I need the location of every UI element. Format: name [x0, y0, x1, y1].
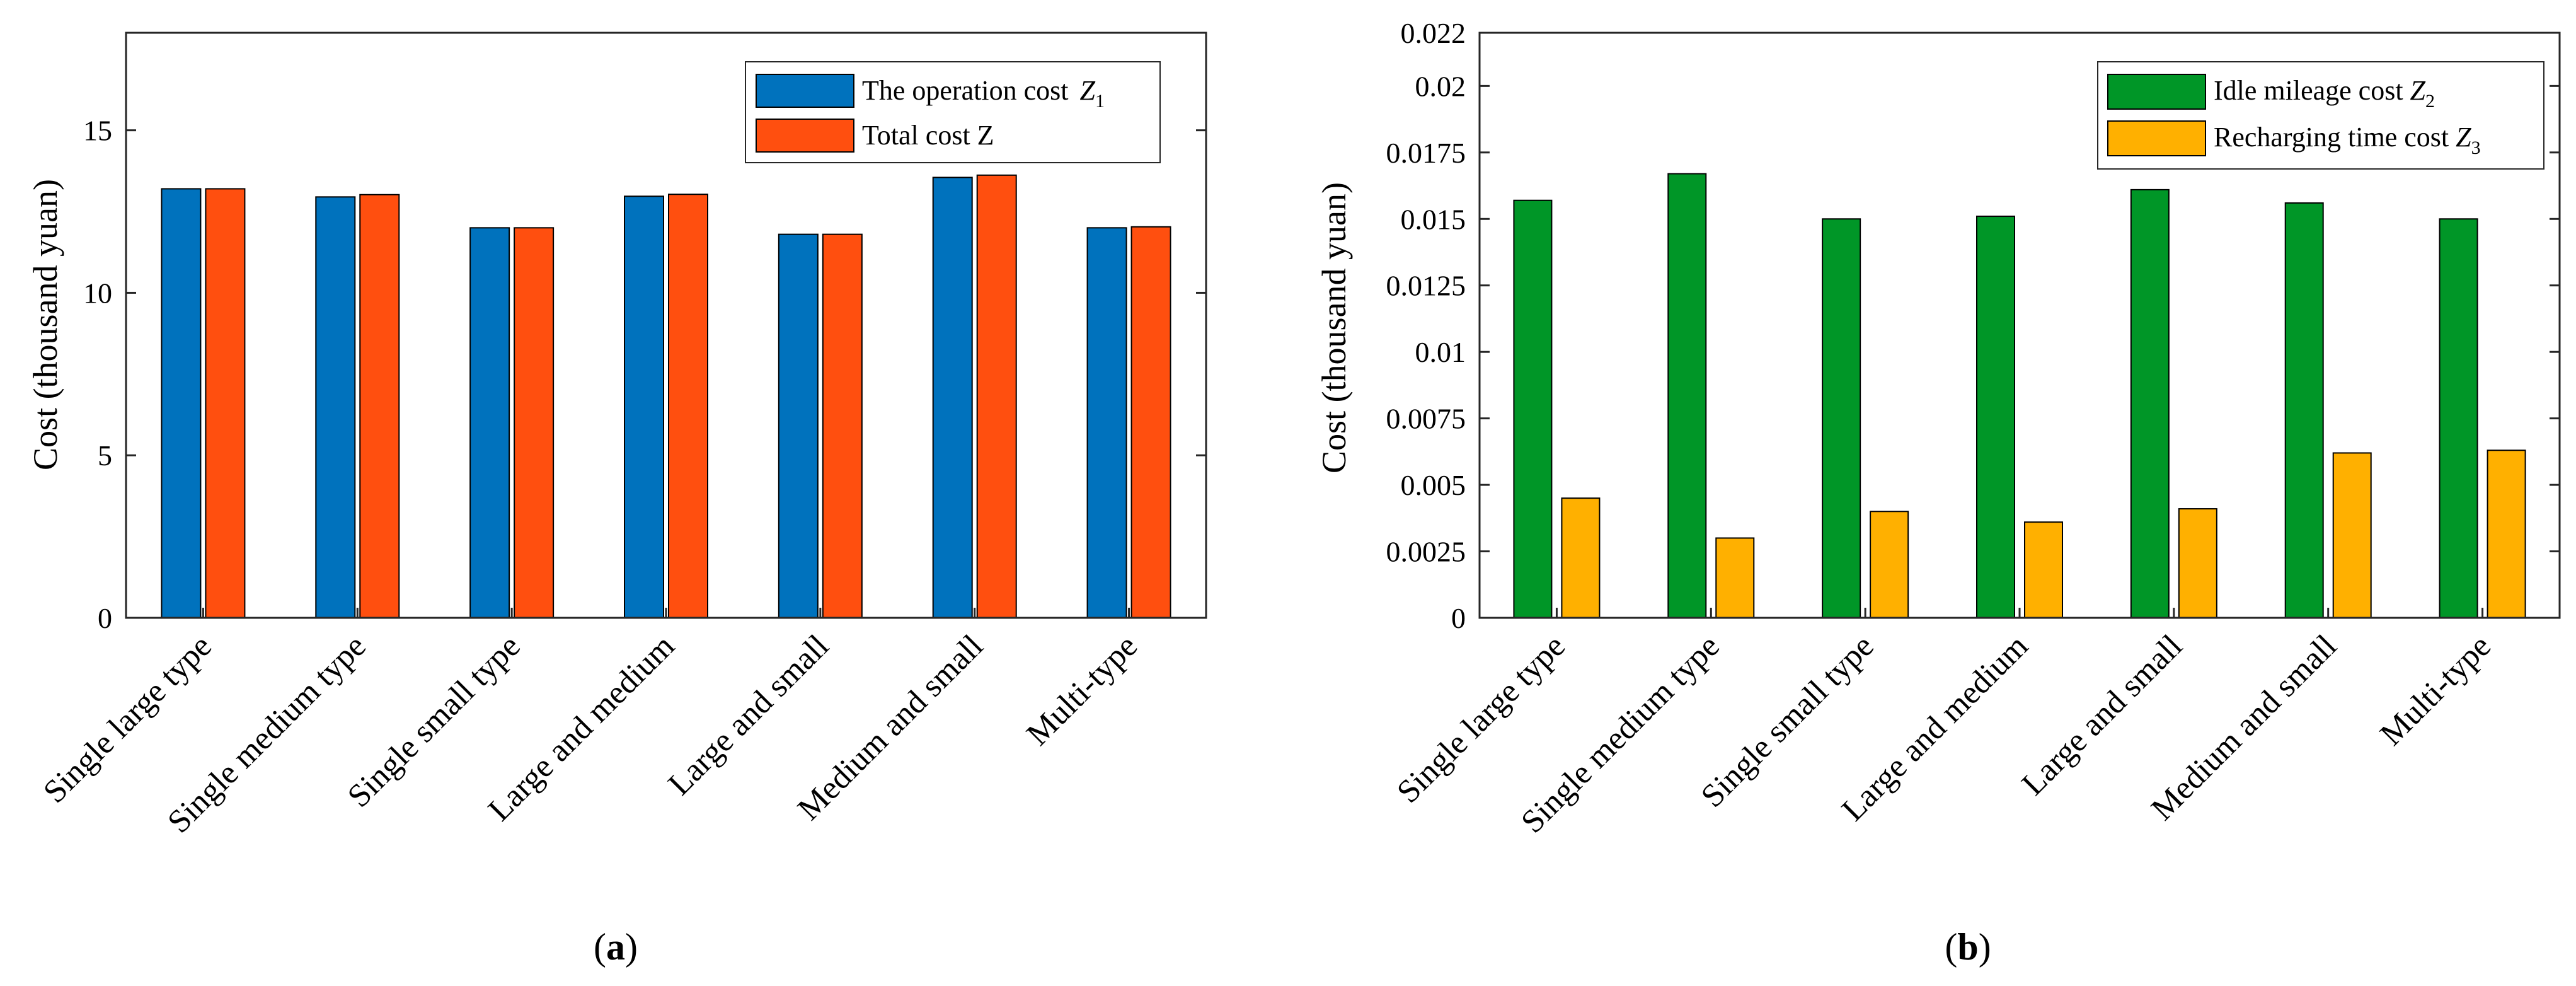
chart-b-ytick-label: 0.0075	[1386, 403, 1466, 435]
chart-a-ytick-label: 10	[83, 277, 112, 309]
chart-b-plot-frame	[1478, 32, 2561, 619]
chart-a-ytick-label: 15	[83, 115, 112, 147]
chart-b-legend-swatch-2	[2107, 120, 2206, 156]
chart-b-category-label: Large and small	[2015, 628, 2190, 803]
chart-a-bar-1-6	[932, 177, 973, 618]
chart-a-bar-1-5	[778, 233, 819, 618]
chart-a-bar-1-4	[624, 195, 664, 618]
chart-b-bar-1-3	[1822, 218, 1861, 619]
chart-b-bars	[1513, 173, 2526, 619]
chart-b-legend-name-2: Recharging time cost	[2214, 122, 2449, 153]
chart-b-ytick-label: 0.01	[1415, 336, 1466, 368]
chart-a-legend-label-2: Total cost Z	[862, 120, 994, 151]
chart-b-bar-2-5	[2178, 508, 2217, 619]
chart-a-legend-swatch-2	[756, 119, 854, 153]
chart-a-caption: (a)	[594, 926, 638, 968]
chart-b-bar-1-5	[2130, 188, 2170, 618]
chart-a-bar-1-2	[315, 196, 356, 619]
chart-a-legend-name-1: The operation cost	[862, 75, 1068, 106]
chart-b-y-axis-label: Cost (thousand yuan)	[1315, 182, 1353, 473]
chart-a-bar-2-3	[514, 227, 555, 619]
chart-a-bar-1-7	[1086, 227, 1127, 619]
chart-a-bar-1-1	[161, 188, 202, 618]
chart-a-plot-frame	[125, 32, 1207, 619]
chart-a-legend-label-1: The operation cost Z1	[862, 75, 1105, 112]
chart-a-y-ticks: 0 5 10 15	[83, 115, 1206, 634]
chart-a-y-axis-label: Cost (thousand yuan)	[26, 179, 64, 470]
chart-b-legend-name-1: Idle mileage cost	[2214, 75, 2403, 106]
chart-b-y-ticks: 0 0.0025 0.005 0.0075 0.01 0.0125 0.015 0.0175 0…	[1386, 17, 2560, 634]
chart-a-legend-swatch-1	[756, 74, 854, 108]
chart-a-bar-2-1	[205, 188, 246, 618]
chart-a-bar-2-2	[359, 194, 400, 619]
chart-b-ytick-label: 0.02	[1415, 70, 1466, 102]
chart-b-ytick-label: 0.015	[1401, 203, 1466, 235]
chart-b-bar-2-6	[2332, 452, 2372, 618]
chart-a-category-label: Single large type	[37, 628, 219, 810]
chart-b-bar-2-2	[1715, 537, 1755, 618]
chart-b-ytick-label: 0	[1451, 602, 1466, 634]
chart-b-ytick-label: 0.0025	[1386, 536, 1466, 568]
chart-b-caption: (b)	[1945, 926, 1991, 968]
chart-a-legend-name-2: Total cost	[862, 120, 970, 151]
chart-b-bar-2-1	[1561, 497, 1601, 618]
chart-a-bar-1-3	[469, 227, 510, 619]
chart-b-ytick-label: 0.022	[1401, 17, 1466, 49]
chart-a-category-label: Multi-type	[1020, 628, 1144, 753]
chart-b-bar-1-7	[2439, 218, 2478, 619]
chart-a: Cost (thousand yuan) 0 5 10 15 Single large…	[26, 32, 1207, 968]
chart-b-bar-1-4	[1976, 216, 2015, 618]
chart-b-ytick-label: 0.0175	[1386, 137, 1466, 169]
chart-b-legend: Idle mileage cost Z2 Recharging time cost…	[2097, 61, 2544, 170]
chart-a-bar-2-6	[976, 174, 1017, 618]
chart-a-ytick-label: 0	[98, 602, 112, 634]
chart-a-legend: The operation cost Z1 Total cost Z	[745, 61, 1161, 163]
chart-a-bars	[161, 174, 1171, 619]
chart-b-ytick-label: 0.005	[1401, 469, 1466, 501]
chart-a-bar-2-7	[1130, 226, 1171, 618]
chart-a-category-label: Large and small	[662, 628, 836, 803]
chart-a-bar-2-5	[822, 233, 863, 618]
chart-a-bar-2-4	[668, 194, 708, 618]
chart-a-ytick-label: 5	[98, 439, 112, 472]
chart-b-legend-swatch-1	[2107, 74, 2206, 110]
chart-b-ytick-label: 0.0125	[1386, 270, 1466, 302]
chart-b-legend-label-2: Recharging time cost Z3	[2214, 122, 2481, 158]
chart-b-category-label: Single large type	[1390, 628, 1572, 810]
chart-b-bar-1-6	[2284, 202, 2324, 618]
chart-b-legend-label-1: Idle mileage cost Z2	[2214, 75, 2435, 112]
chart-b-bar-1-2	[1667, 173, 1707, 618]
chart-b-bar-2-7	[2487, 450, 2526, 618]
chart-b-bar-2-4	[2024, 521, 2063, 618]
chart-b-category-label: Multi-type	[2373, 628, 2498, 753]
chart-b-bar-2-3	[1870, 511, 1909, 618]
chart-b-bar-1-1	[1513, 199, 1553, 618]
chart-b: Cost (thousand yuan) 00.00250.0050.00750…	[1315, 17, 2561, 968]
